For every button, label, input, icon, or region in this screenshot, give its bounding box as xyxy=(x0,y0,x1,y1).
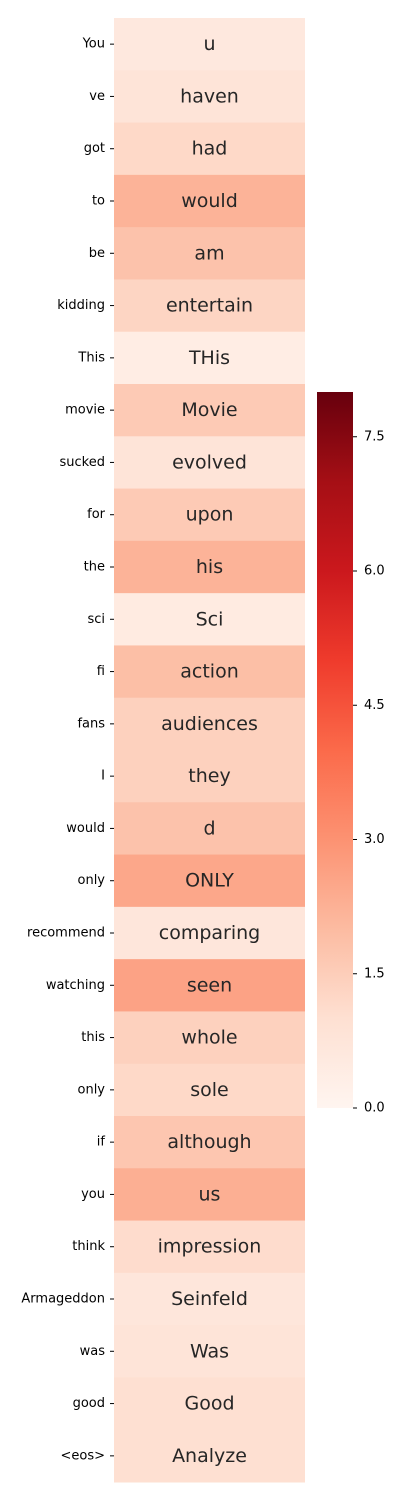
colorbar-tick-label: 3.0 xyxy=(364,832,385,847)
y-tick-label: Armageddon xyxy=(21,1292,105,1307)
heatmap-cell xyxy=(114,854,305,908)
y-tick-label: this xyxy=(81,1030,105,1045)
heatmap-cell xyxy=(114,697,305,751)
heatmap-cell xyxy=(114,1325,305,1378)
y-tick-label: You xyxy=(82,37,105,52)
heatmap-cell xyxy=(114,18,305,71)
heatmap-grid: You u ve haven got had to would be am kidding enter… xyxy=(21,18,305,1483)
heatmap-cell xyxy=(114,1272,305,1326)
heatmap-cell xyxy=(114,436,305,490)
cell-annotation: although xyxy=(167,1131,251,1153)
y-tick-label: to xyxy=(92,194,105,209)
y-tick-label: be xyxy=(89,246,105,261)
cell-annotation: u xyxy=(203,33,215,55)
heatmap-cell xyxy=(114,645,305,699)
heatmap-cell xyxy=(114,540,305,594)
y-tick-label: I xyxy=(101,769,105,784)
cell-annotation: impression xyxy=(158,1236,262,1258)
colorbar-tick-label: 7.5 xyxy=(364,429,385,444)
cell-annotation: evolved xyxy=(172,451,247,473)
cell-annotation: his xyxy=(196,556,223,578)
cell-annotation: ONLY xyxy=(185,870,234,892)
heatmap-cell xyxy=(114,174,305,228)
y-tick-label: for xyxy=(87,507,106,522)
cell-annotation: audiences xyxy=(161,713,258,735)
cell-annotation: Was xyxy=(190,1340,229,1362)
cell-annotation: d xyxy=(203,817,215,839)
cell-annotation: Analyze xyxy=(172,1445,247,1467)
cell-annotation: had xyxy=(192,138,228,160)
y-tick-label: only xyxy=(78,1082,106,1097)
y-tick-label: fans xyxy=(77,716,105,731)
colorbar-tick-label: 1.5 xyxy=(364,966,385,981)
y-tick-label: would xyxy=(66,821,105,836)
cell-annotation: action xyxy=(180,661,238,683)
cell-annotation: seen xyxy=(187,974,232,996)
cell-annotation: they xyxy=(188,765,230,787)
heatmap-cell xyxy=(114,279,305,333)
y-tick-label: the xyxy=(84,560,105,575)
heatmap-cell xyxy=(114,70,305,124)
colorbar-tick-label: 4.5 xyxy=(364,698,385,713)
colorbar-tick-label: 6.0 xyxy=(364,564,385,579)
heatmap-cell xyxy=(114,1011,305,1065)
y-tick-label: you xyxy=(81,1187,105,1202)
y-tick-label: if xyxy=(97,1135,106,1150)
heatmap-cell xyxy=(114,488,305,542)
heatmap-cell xyxy=(114,906,305,960)
y-tick-label: ve xyxy=(89,89,105,104)
heatmap-cell xyxy=(114,1429,305,1483)
y-tick-label: watching xyxy=(46,978,105,993)
y-tick-label: think xyxy=(72,1239,105,1254)
y-tick-label: was xyxy=(80,1344,106,1359)
heatmap-cell xyxy=(114,122,305,176)
y-tick-label: This xyxy=(77,350,105,365)
cell-annotation: comparing xyxy=(159,922,260,944)
y-tick-label: fi xyxy=(97,664,105,679)
cell-annotation: sole xyxy=(190,1079,229,1101)
y-tick-label: <eos> xyxy=(60,1448,105,1463)
y-tick-label: sci xyxy=(87,612,105,627)
heatmap-cell xyxy=(114,750,305,803)
y-tick-label: sucked xyxy=(60,455,105,470)
cell-annotation: would xyxy=(181,190,238,212)
heatmap-cell xyxy=(114,1116,305,1169)
colorbar-gradient xyxy=(317,392,353,1108)
heatmap-cell xyxy=(114,802,305,856)
heatmap-cell xyxy=(114,384,305,437)
cell-annotation: entertain xyxy=(166,295,253,317)
cell-annotation: us xyxy=(199,1183,221,1205)
cell-annotation: Good xyxy=(184,1393,234,1415)
heatmap-cell xyxy=(114,1377,305,1431)
y-tick-label: kidding xyxy=(57,298,105,313)
y-tick-label: only xyxy=(78,873,106,888)
heatmap-cell xyxy=(114,1063,305,1117)
heatmap-cell xyxy=(114,959,305,1012)
heatmap-cell xyxy=(114,331,305,385)
heatmap-cell xyxy=(114,1220,305,1274)
colorbar-tick-label: 0.0 xyxy=(364,1101,385,1116)
y-tick-label: recommend xyxy=(27,926,105,941)
cell-annotation: Sci xyxy=(196,608,224,630)
cell-annotation: Seinfeld xyxy=(171,1288,248,1310)
y-tick-label: movie xyxy=(65,403,105,418)
cell-annotation: Movie xyxy=(181,399,237,421)
heatmap-cell xyxy=(114,1168,305,1222)
y-tick-label: got xyxy=(84,141,105,156)
cell-annotation: haven xyxy=(180,85,239,107)
heatmap-cell xyxy=(114,593,305,646)
cell-annotation: whole xyxy=(181,1027,237,1049)
cell-annotation: am xyxy=(194,242,224,264)
y-tick-label: good xyxy=(73,1396,105,1411)
cell-annotation: THis xyxy=(188,347,230,369)
colorbar: 0.0 1.5 3.0 4.5 6.0 7.5 xyxy=(317,392,385,1116)
cell-annotation: upon xyxy=(186,504,234,526)
heatmap-cell xyxy=(114,227,305,280)
